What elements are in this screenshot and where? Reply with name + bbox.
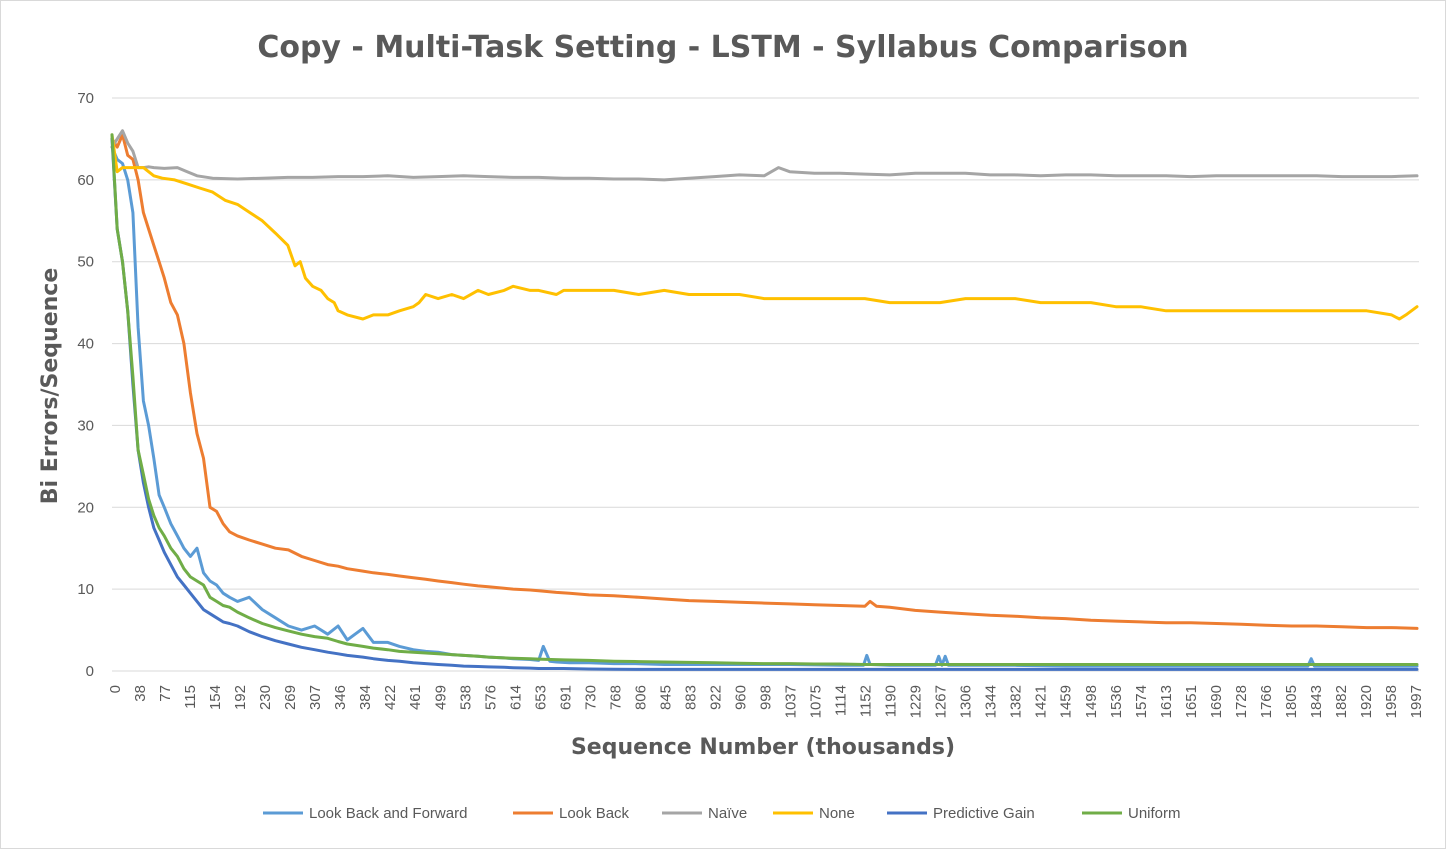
x-tick-label: 1190 [883,685,900,717]
series-line-uniform [110,133,1419,666]
x-tick-label: 768 [607,685,624,710]
x-tick-label: 1882 [1333,685,1350,718]
x-tick-label: 1152 [858,685,875,717]
x-axis-ticks: 0 38 77 115 154 192 230 269 307 346 384 422 461 499 53… [107,685,1425,718]
x-tick-label: 922 [707,685,724,710]
x-tick-label: 691 [557,685,574,710]
legend-label: Uniform [1128,805,1181,822]
y-tick-label: 40 [77,336,94,353]
x-tick-label: 1114 [833,685,850,716]
x-tick-label: 115 [182,685,199,709]
series-line-predictive-gain [110,137,1419,671]
legend-label: Predictive Gain [933,805,1035,822]
x-tick-label: 653 [532,685,549,710]
y-axis-ticks: 0 10 20 30 40 50 60 70 [77,90,94,680]
x-tick-label: 461 [407,685,424,710]
series-line-none [110,133,1419,321]
legend-label: Look Back [559,805,630,822]
x-tick-label: 730 [582,685,599,710]
y-tick-label: 60 [77,172,94,189]
x-tick-label: 1306 [958,685,975,718]
x-tick-label: 269 [282,685,299,710]
x-tick-label: 1536 [1108,685,1125,718]
series-line-na-ve [110,129,1419,182]
series-line-look-back [110,133,1419,630]
x-tick-label: 1344 [983,685,1000,718]
x-tick-label: 1459 [1058,685,1075,718]
legend-label: None [819,805,855,822]
legend: Look Back and Forward Look Back Naïve None P… [263,805,1181,822]
x-tick-label: 499 [432,685,449,710]
x-tick-label: 77 [157,685,174,702]
x-tick-label: 1843 [1308,685,1325,718]
x-tick-label: 1229 [908,685,925,718]
x-tick-label: 422 [382,685,399,710]
x-tick-label: 1920 [1358,685,1375,718]
x-tick-label: 1651 [1183,685,1200,718]
x-tick-label: 230 [257,685,274,710]
x-tick-label: 576 [482,685,499,710]
x-tick-label: 1613 [1158,685,1175,718]
x-tick-label: 960 [732,685,749,710]
x-tick-label: 154 [207,685,224,710]
y-tick-label: 30 [77,417,94,434]
x-tick-label: 384 [357,685,374,710]
x-tick-label: 538 [457,685,474,710]
y-tick-label: 10 [77,581,94,598]
x-tick-label: 1037 [783,685,800,718]
x-tick-label: 1958 [1383,685,1400,718]
x-tick-label: 1498 [1083,685,1100,718]
x-axis-title: Sequence Number (thousands) [571,735,955,760]
x-tick-label: 883 [682,685,699,710]
y-tick-label: 0 [86,663,94,680]
series-lines [110,129,1419,671]
x-tick-label: 1997 [1408,685,1425,718]
x-tick-label: 192 [232,685,249,710]
gridlines [112,97,1419,672]
x-tick-label: 1728 [1233,685,1250,718]
x-tick-label: 38 [132,685,149,702]
x-tick-label: 1267 [933,685,950,718]
chart-title: Copy - Multi-Task Setting - LSTM - Sylla… [257,30,1188,65]
x-tick-label: 845 [657,685,674,710]
x-tick-label: 1574 [1133,685,1150,718]
legend-label: Look Back and Forward [309,805,467,822]
x-tick-label: 1766 [1258,685,1275,718]
y-tick-label: 50 [77,254,94,271]
x-tick-label: 1805 [1283,685,1300,718]
x-tick-label: 1690 [1208,685,1225,718]
x-tick-label: 1421 [1033,685,1050,718]
x-tick-label: 307 [307,685,324,710]
series-line-look-back-and-forward [110,145,1419,668]
x-tick-label: 346 [332,685,349,710]
x-tick-label: 1382 [1008,685,1025,718]
y-axis-title: Bi Errors/Sequence [38,268,63,505]
x-tick-label: 0 [107,685,124,693]
legend-label: Naïve [708,805,747,822]
x-tick-label: 614 [507,685,524,710]
y-tick-label: 20 [77,499,94,516]
y-tick-label: 70 [77,90,94,107]
x-tick-label: 1075 [808,685,825,718]
x-tick-label: 806 [632,685,649,710]
x-tick-label: 998 [758,685,775,710]
